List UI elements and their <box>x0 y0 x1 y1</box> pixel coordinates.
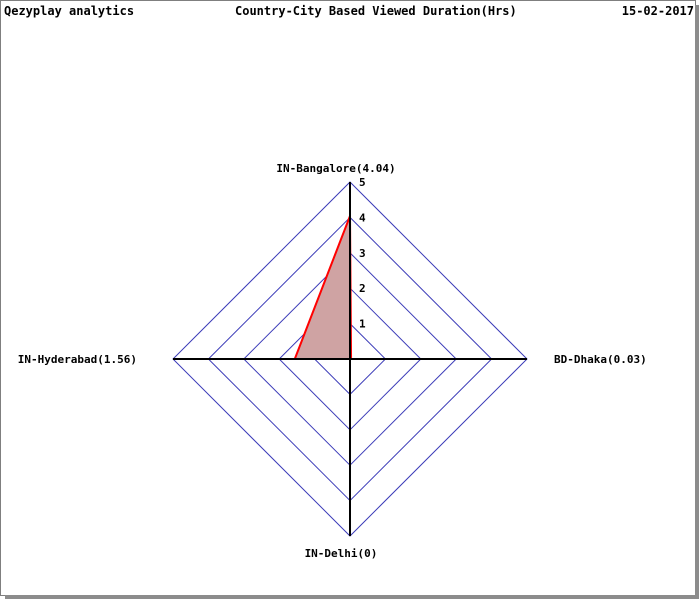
frame-shadow-bottom <box>5 595 699 599</box>
category-label-top: IN-Bangalore(4.04) <box>276 162 395 175</box>
tick-label-5: 5 <box>359 176 366 189</box>
chart-title: Country-City Based Viewed Duration(Hrs) <box>235 4 517 18</box>
tick-label-2: 2 <box>359 282 366 295</box>
radar-axes <box>173 182 527 536</box>
date-label: 15-02-2017 <box>621 4 694 18</box>
radar-series <box>293 214 353 360</box>
frame-shadow-right <box>695 5 699 599</box>
category-label-bottom: IN-Delhi(0) <box>305 547 378 560</box>
tick-label-4: 4 <box>359 211 366 224</box>
brand-label: Qezyplay analytics <box>4 4 135 18</box>
tick-label-3: 3 <box>359 247 366 260</box>
radar-labels: 1 2 3 4 5IN-Bangalore(4.04) BD-Dhaka(0.03) IN-… <box>18 162 647 560</box>
category-label-right: BD-Dhaka(0.03) <box>554 353 647 366</box>
tick-label-1: 1 <box>359 318 366 331</box>
category-label-left: IN-Hyderabad(1.56) <box>18 353 137 366</box>
